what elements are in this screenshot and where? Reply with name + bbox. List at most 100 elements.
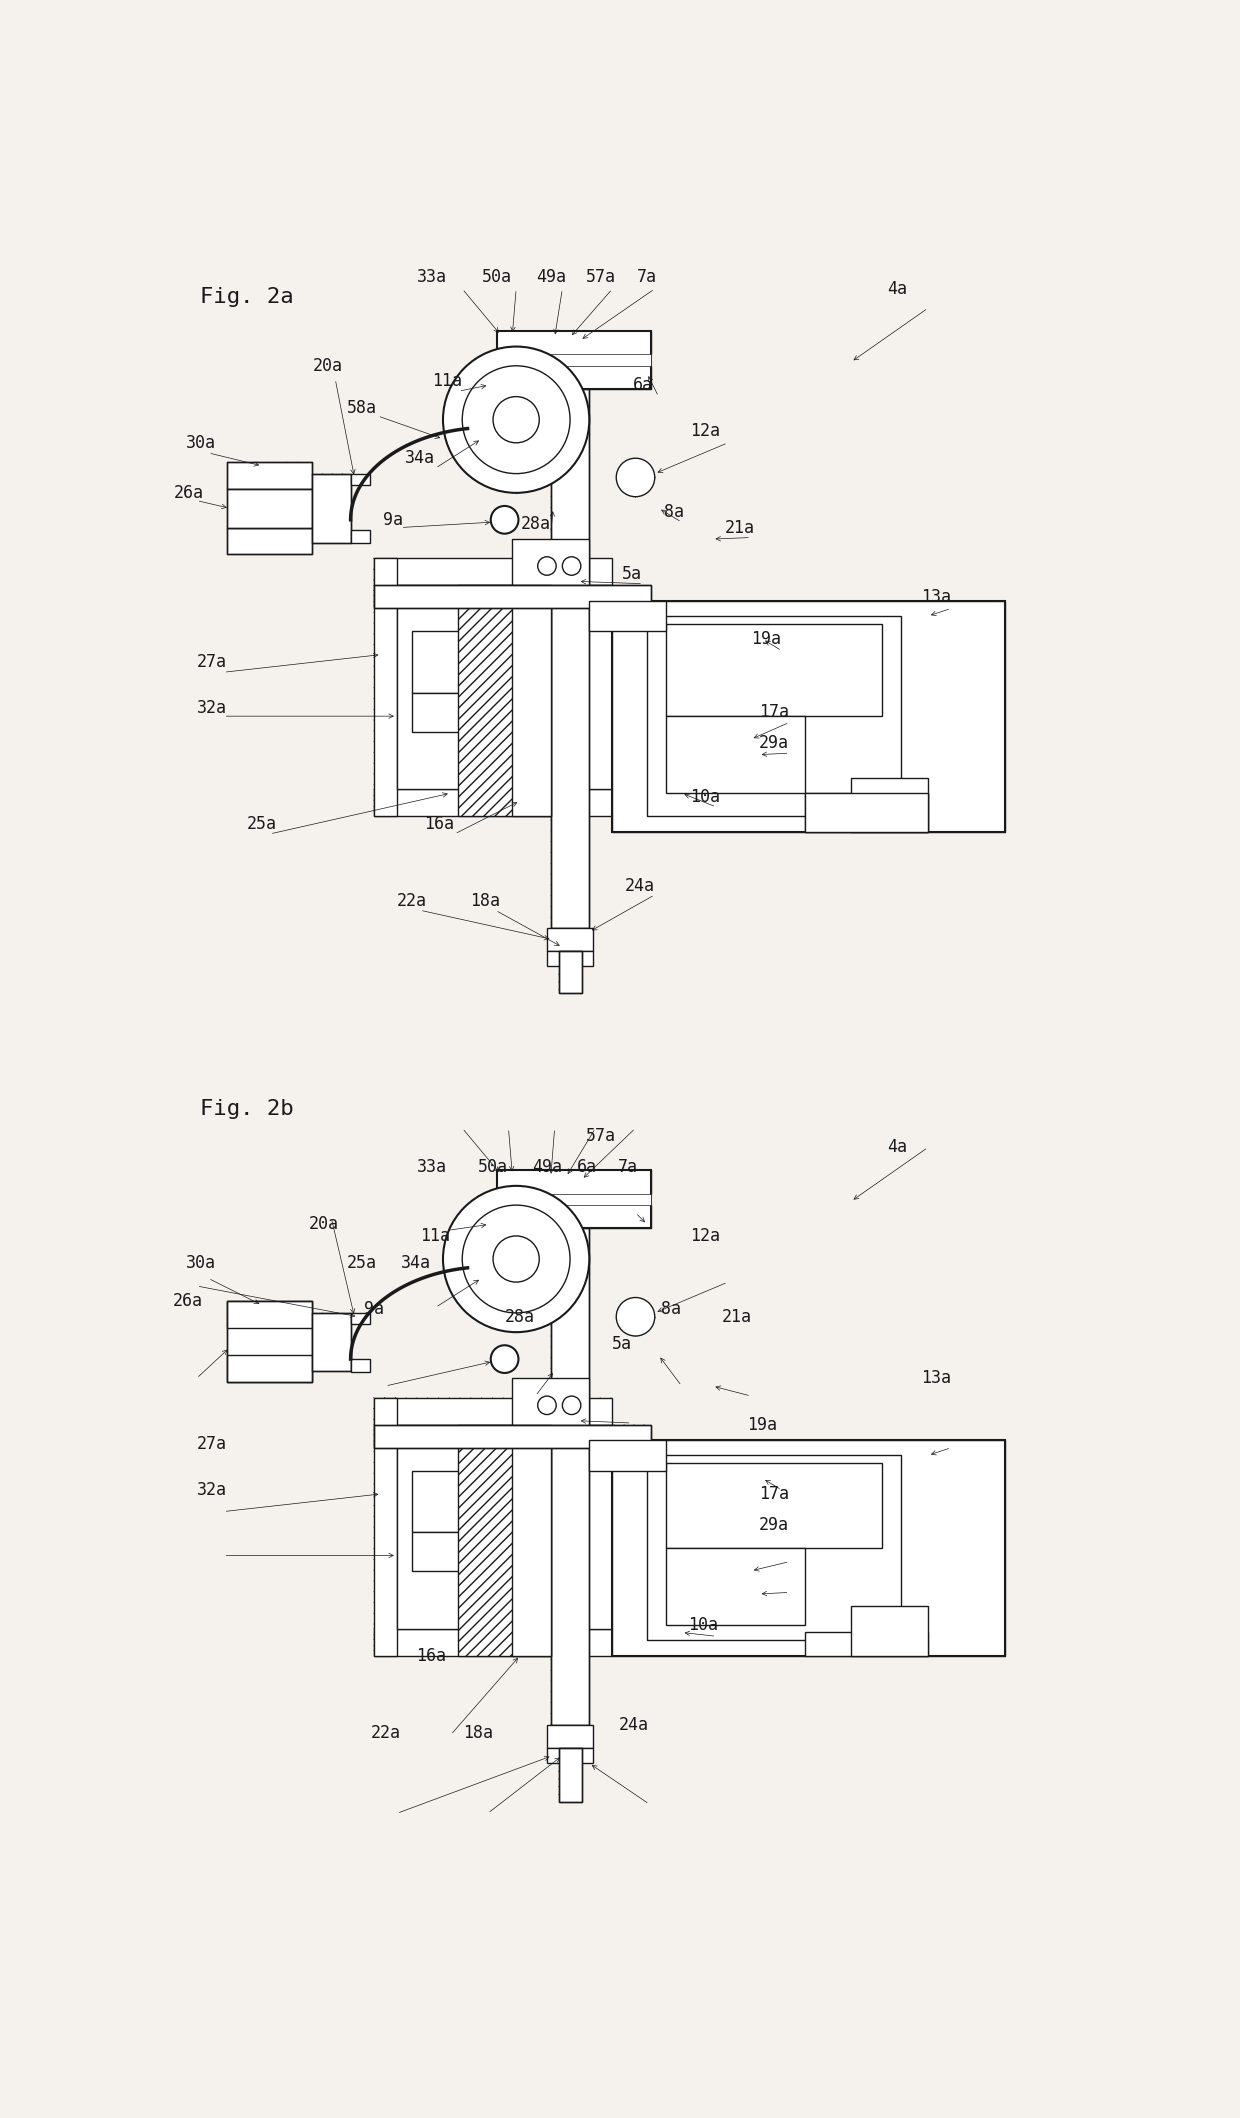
Text: 26a: 26a <box>174 483 203 502</box>
Text: 26a: 26a <box>172 1292 202 1311</box>
Bar <box>373 559 397 815</box>
Bar <box>497 354 651 366</box>
Text: 20a: 20a <box>312 356 342 375</box>
Bar <box>351 1360 370 1372</box>
Text: 34a: 34a <box>401 1254 432 1273</box>
Text: 17a: 17a <box>759 703 789 722</box>
Text: 58a: 58a <box>347 398 377 417</box>
Bar <box>373 1398 613 1425</box>
Bar <box>666 1464 882 1548</box>
Text: 6a: 6a <box>634 377 653 394</box>
Text: 50a: 50a <box>479 1159 508 1175</box>
Text: 27a: 27a <box>197 652 227 671</box>
Bar <box>547 1747 593 1764</box>
Bar <box>227 1300 312 1383</box>
Text: 32a: 32a <box>197 699 227 718</box>
Text: 18a: 18a <box>470 892 501 911</box>
Bar <box>373 790 613 815</box>
Bar <box>412 693 505 731</box>
Bar <box>312 474 351 542</box>
Circle shape <box>616 457 655 498</box>
Bar <box>547 1724 593 1747</box>
Text: 25a: 25a <box>347 1254 377 1273</box>
Text: 7a: 7a <box>637 269 657 286</box>
Text: 29a: 29a <box>759 735 789 752</box>
Bar <box>497 1195 651 1205</box>
Text: 11a: 11a <box>420 1226 450 1245</box>
Bar <box>373 585 651 608</box>
Bar <box>551 390 589 928</box>
Bar <box>312 1313 351 1370</box>
Bar <box>558 1747 582 1802</box>
Text: 11a: 11a <box>432 373 461 390</box>
Bar <box>373 1425 651 1449</box>
Text: 50a: 50a <box>482 269 512 286</box>
Circle shape <box>538 557 557 576</box>
Bar <box>536 578 558 602</box>
Bar <box>589 602 666 631</box>
Text: 8a: 8a <box>663 504 684 521</box>
Circle shape <box>463 366 570 474</box>
Bar <box>536 1394 558 1417</box>
Polygon shape <box>459 585 551 815</box>
Circle shape <box>494 1237 539 1281</box>
Text: 7a: 7a <box>618 1159 637 1175</box>
Bar <box>412 631 505 693</box>
Circle shape <box>494 396 539 443</box>
Bar <box>560 578 583 602</box>
Text: 57a: 57a <box>585 269 616 286</box>
Circle shape <box>443 347 589 493</box>
Bar <box>497 1171 651 1228</box>
Circle shape <box>538 1396 557 1415</box>
Text: 57a: 57a <box>585 1127 616 1146</box>
Circle shape <box>491 506 518 534</box>
Bar <box>512 540 589 585</box>
Bar <box>373 1629 613 1656</box>
Bar <box>613 1440 1006 1656</box>
Bar <box>558 951 582 993</box>
Bar <box>647 1455 901 1639</box>
Text: 4a: 4a <box>888 280 908 299</box>
Text: 22a: 22a <box>397 892 428 911</box>
Circle shape <box>563 557 580 576</box>
Bar <box>613 602 1006 832</box>
Text: 30a: 30a <box>186 434 216 451</box>
Bar <box>397 1425 613 1629</box>
Bar <box>512 1425 551 1656</box>
Text: 21a: 21a <box>722 1307 753 1326</box>
Bar <box>551 1228 589 1724</box>
Text: 16a: 16a <box>424 815 454 832</box>
Bar <box>373 585 651 608</box>
Text: 22a: 22a <box>371 1724 401 1741</box>
Bar <box>851 1605 928 1656</box>
Text: 17a: 17a <box>759 1485 789 1504</box>
Circle shape <box>616 1298 655 1336</box>
Text: Fig. 2b: Fig. 2b <box>201 1099 294 1118</box>
Text: 32a: 32a <box>197 1480 227 1500</box>
Text: 20a: 20a <box>309 1216 339 1233</box>
Bar <box>227 1356 312 1383</box>
Text: 12a: 12a <box>689 1226 719 1245</box>
Bar <box>560 555 583 578</box>
Bar <box>497 366 651 390</box>
Bar <box>551 1228 589 1724</box>
Text: 10a: 10a <box>689 788 719 807</box>
Bar <box>551 390 589 928</box>
Text: Fig. 2a: Fig. 2a <box>201 286 294 307</box>
Text: 28a: 28a <box>521 515 551 532</box>
Text: 10a: 10a <box>688 1616 718 1633</box>
Polygon shape <box>459 1425 551 1656</box>
Text: 9a: 9a <box>363 1300 383 1317</box>
Bar <box>351 530 370 542</box>
Bar <box>613 1440 1006 1656</box>
Text: 13a: 13a <box>921 589 951 606</box>
Circle shape <box>463 1205 570 1313</box>
Bar <box>227 1300 312 1328</box>
Bar <box>560 1394 583 1417</box>
Bar <box>805 1633 928 1656</box>
Text: 49a: 49a <box>536 269 565 286</box>
Text: 28a: 28a <box>505 1307 534 1326</box>
Text: 30a: 30a <box>186 1254 216 1273</box>
Text: 4a: 4a <box>888 1137 908 1156</box>
Bar <box>558 1747 582 1802</box>
